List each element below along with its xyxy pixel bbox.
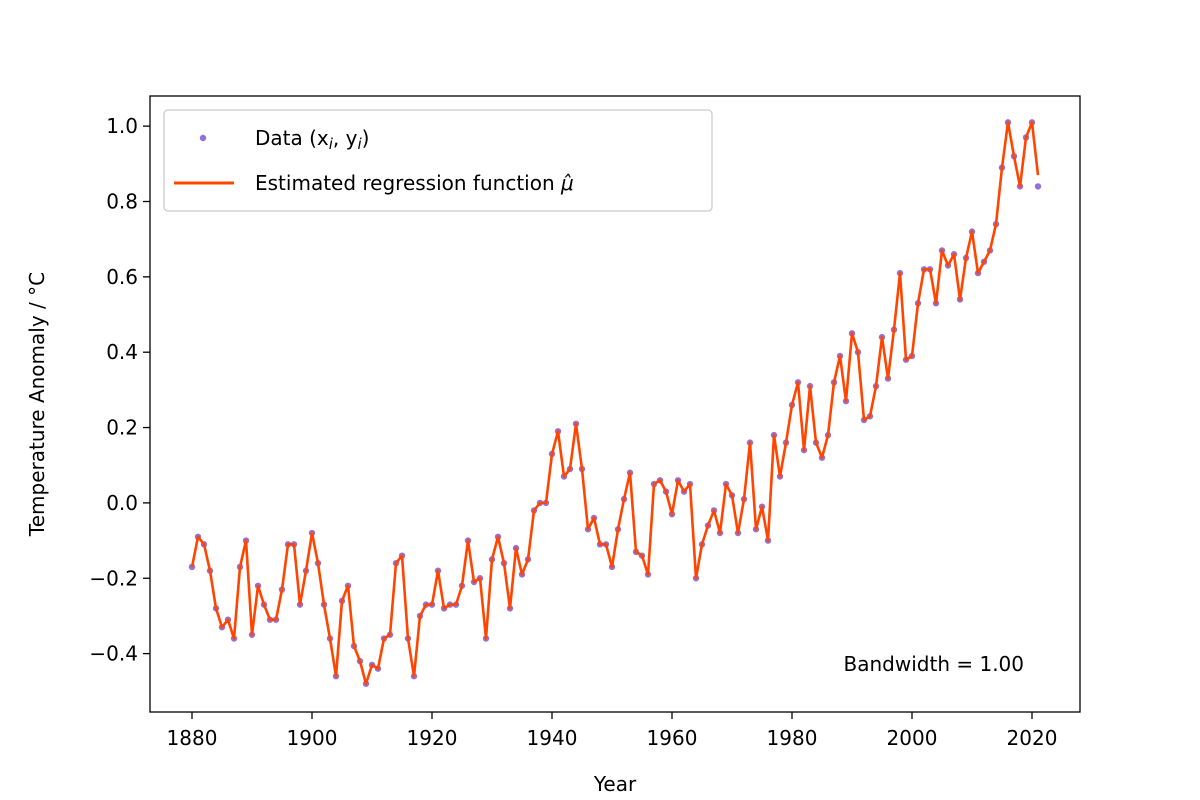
x-tick-label: 1880	[167, 726, 218, 750]
x-tick-label: 1960	[647, 726, 698, 750]
regression-line	[190, 121, 1040, 686]
y-tick-label: 0.8	[106, 189, 138, 213]
bandwidth-annotation: Bandwidth = 1.00	[844, 652, 1024, 676]
y-tick-label: 0.0	[106, 491, 138, 515]
legend-frame	[163, 109, 713, 212]
y-tick-label: 0.2	[106, 416, 138, 440]
y-tick-label: 0.4	[106, 340, 138, 364]
plot-frame	[149, 95, 1081, 713]
legend: Data (xi, yi) Estimated regression funct…	[163, 109, 713, 212]
x-axis-label: Year	[593, 772, 637, 796]
y-tick-label: −0.2	[89, 566, 138, 590]
y-tick-label: −0.4	[89, 642, 138, 666]
x-tick-label: 2020	[1007, 726, 1058, 750]
axes: 1880 1900 1920 1940 1960 1980 2000 2020 −0.4 −0.2…	[89, 95, 1081, 750]
x-tick-label: 2000	[887, 726, 938, 750]
y-axis-label: Temperature Anomaly / °C	[25, 272, 49, 537]
legend-marker-points	[199, 134, 207, 142]
data-point	[1034, 183, 1042, 190]
y-tick-label: 0.6	[106, 265, 138, 289]
y-tick-label: 1.0	[106, 114, 138, 138]
x-tick-label: 1900	[287, 726, 338, 750]
x-tick-label: 1980	[767, 726, 818, 750]
x-tick-label: 1920	[407, 726, 458, 750]
x-tick-label: 1940	[527, 726, 578, 750]
legend-label-regression: Estimated regression function μ̂	[255, 171, 574, 195]
plot-area	[188, 119, 1042, 687]
legend-label-data: Data (xi, yi)	[255, 126, 369, 153]
